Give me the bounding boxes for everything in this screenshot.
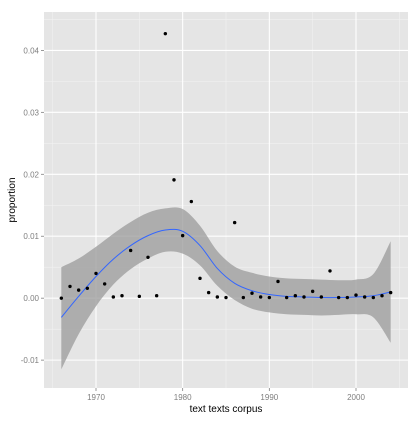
x-axis-title: text texts corpus: [190, 404, 263, 415]
y-axis-title: proportion: [7, 177, 18, 222]
data-point: [189, 199, 194, 204]
data-point: [284, 295, 289, 300]
data-point: [146, 255, 150, 259]
y-tick-label: 0.02: [23, 170, 39, 179]
data-point: [68, 284, 72, 289]
data-point: [293, 294, 298, 298]
confidence-band: [61, 207, 391, 370]
y-axis-ticks: -0.01 0.00 0.01 0.02 0.03 0.04: [21, 46, 44, 365]
data-point: [85, 286, 90, 290]
data-point: [102, 282, 107, 286]
data-point: [310, 289, 315, 294]
data-point: [94, 271, 98, 276]
major-gridlines: [44, 12, 408, 388]
data-point: [250, 291, 254, 295]
data-point: [180, 233, 185, 238]
y-tick-label: 0.01: [23, 232, 39, 241]
data-point: [232, 220, 237, 225]
data-points-layer: [59, 31, 393, 300]
data-point: [241, 295, 246, 300]
data-point: [154, 294, 159, 298]
y-tick-label: 0.04: [23, 46, 39, 55]
data-point: [388, 290, 393, 295]
y-tick-label: 0.00: [23, 294, 39, 303]
data-point: [328, 269, 332, 273]
x-axis-ticks: 1970 1980 1990 2000: [87, 388, 365, 402]
x-tick-label: 1990: [260, 393, 278, 402]
data-point: [319, 295, 324, 299]
data-point: [76, 288, 81, 292]
data-point: [128, 248, 133, 253]
data-point: [137, 294, 142, 299]
data-point: [120, 294, 124, 298]
data-point: [59, 296, 64, 300]
x-tick-label: 1970: [87, 393, 105, 402]
minor-gridlines: [44, 12, 408, 388]
data-point: [258, 295, 263, 299]
data-point: [302, 295, 306, 299]
data-point: [380, 294, 384, 298]
y-tick-label: -0.01: [21, 356, 40, 365]
data-point: [267, 295, 272, 300]
data-point: [276, 279, 280, 284]
y-tick-label: 0.03: [23, 108, 39, 117]
data-point: [111, 295, 116, 299]
data-point: [224, 295, 228, 300]
data-point: [362, 295, 367, 299]
data-point: [163, 31, 168, 36]
data-point: [172, 178, 176, 182]
confidence-band-layer: [61, 207, 391, 370]
data-point: [354, 293, 358, 297]
data-point: [371, 295, 376, 300]
x-tick-label: 2000: [347, 393, 365, 402]
data-point: [215, 295, 220, 299]
data-point: [336, 295, 341, 300]
data-point: [345, 295, 350, 300]
x-tick-label: 1980: [174, 393, 192, 402]
data-point: [198, 276, 202, 281]
data-point: [206, 290, 211, 295]
